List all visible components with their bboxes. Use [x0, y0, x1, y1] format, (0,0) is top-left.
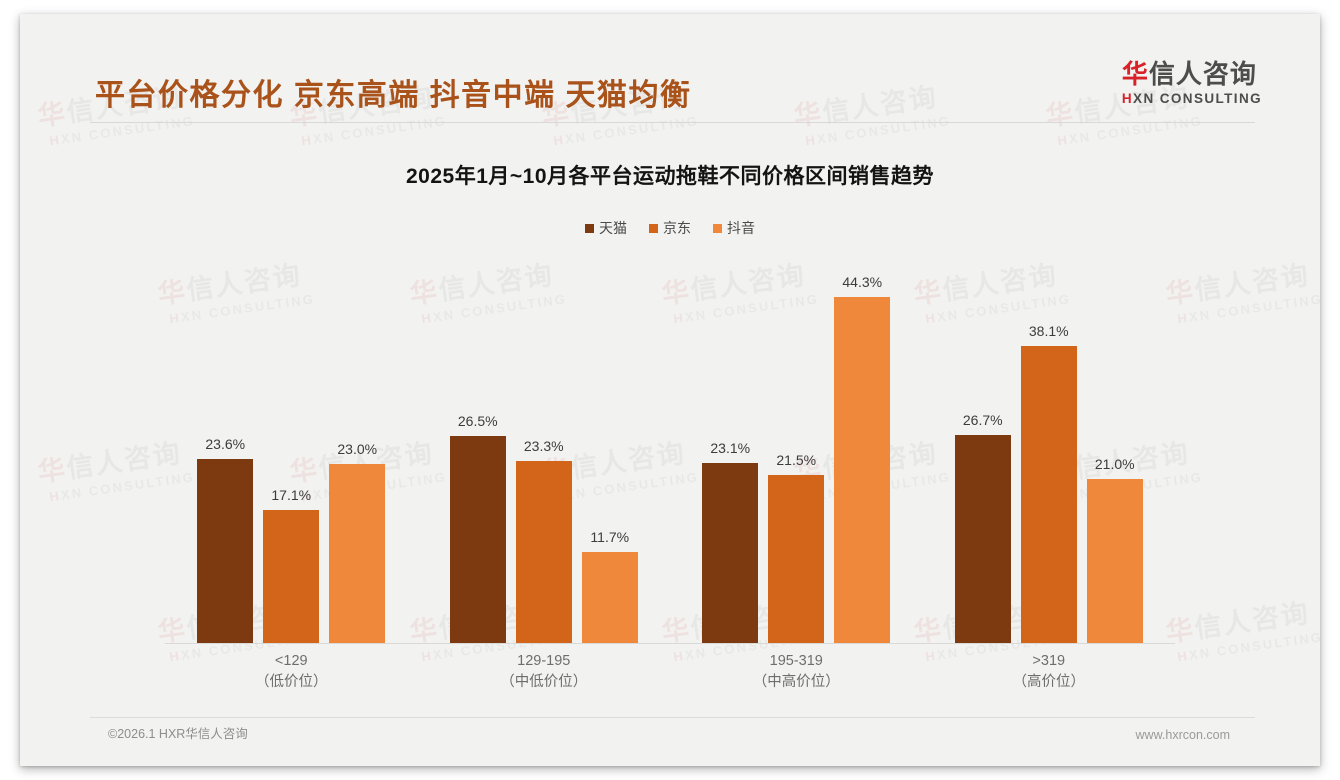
logo-cn-rest: 信人咨询: [1148, 59, 1257, 89]
bar-京东-129-195[interactable]: 23.3%: [515, 438, 572, 643]
bar-京东-<129[interactable]: 17.1%: [263, 487, 320, 643]
legend-label: 抖音: [727, 220, 755, 236]
category-range: 195-319: [769, 653, 823, 669]
x-axis-category-label: >319 （高价位）: [929, 651, 1169, 693]
bar-rect: [768, 475, 825, 643]
chart-container: 2025年1月~10月各平台运动拖鞋不同价格区间销售趋势 天猫 京东 抖音 23.6…: [20, 126, 1320, 704]
chart-plot-area: 23.6% 17.1% 23.0% <129 （低价位） 26.5% 23.3% 11.7% 1…: [165, 253, 1176, 690]
category-tier: （中低价位）: [500, 674, 588, 691]
legend-swatch-icon: [585, 223, 594, 233]
bar-rect: [263, 509, 320, 643]
legend-item-京东[interactable]: 京东: [649, 218, 691, 238]
bar-rect: [1086, 479, 1143, 643]
legend-item-天猫[interactable]: 天猫: [585, 218, 627, 238]
category-tier: （中高价位）: [752, 674, 840, 691]
chart-title: 2025年1月~10月各平台运动拖鞋不同价格区间销售趋势: [405, 165, 935, 188]
bar-天猫-<129[interactable]: 23.6%: [197, 436, 254, 643]
category-range: <129: [274, 653, 308, 669]
slide-header: 平台价格分化 京东高端 抖音中端 天猫均衡 华信人咨询 HXN CONSULTI…: [20, 14, 1320, 118]
legend-swatch-icon: [713, 223, 722, 233]
bar-value-label: 21.0%: [1094, 456, 1135, 473]
bar-value-label: 23.3%: [523, 438, 564, 455]
bar-rect: [954, 434, 1011, 643]
bar-rect: [329, 463, 386, 643]
bar-group: 23.6% 17.1% 23.0% <129 （低价位）: [165, 253, 418, 690]
category-tier: （高价位）: [1012, 674, 1086, 691]
bar-天猫-129-195[interactable]: 26.5%: [449, 413, 506, 643]
bar-rect: [449, 436, 506, 643]
slide-canvas: 华信人咨询 HXN CONSULTING 华信人咨询 HXN CONSULTING 华信…: [20, 14, 1320, 766]
bar-value-label: 26.7%: [962, 411, 1003, 428]
category-range: 129-195: [517, 653, 571, 669]
category-range: >319: [1032, 653, 1066, 669]
bar-rect: [834, 297, 891, 643]
bar-value-label: 11.7%: [590, 528, 630, 545]
logo-chinese-text: 华信人咨询: [1121, 59, 1262, 89]
bar-rect: [1020, 345, 1077, 643]
logo-cn-red: 华: [1121, 59, 1149, 89]
bar-value-label: 23.0%: [337, 440, 378, 457]
bar-抖音-129-195[interactable]: 11.7%: [581, 529, 638, 643]
bar-value-label: 17.1%: [271, 486, 312, 503]
logo-english-text: HXN CONSULTING: [1122, 91, 1262, 106]
bar-value-label: 38.1%: [1028, 322, 1069, 339]
company-logo: 华信人咨询 HXN CONSULTING: [1121, 59, 1262, 106]
x-axis-category-label: <129 （低价位）: [171, 651, 411, 693]
footer-website: www.hxrcon.com: [1135, 728, 1230, 742]
bar-group: 26.5% 23.3% 11.7% 129-195 （中低价位）: [418, 253, 671, 690]
bar-天猫->319[interactable]: 26.7%: [954, 412, 1011, 643]
bar-value-label: 23.1%: [710, 439, 751, 456]
bar-rect: [197, 458, 254, 643]
bar-京东->319[interactable]: 38.1%: [1020, 323, 1077, 643]
logo-en-rest: XN CONSULTING: [1133, 91, 1262, 107]
bar-抖音-195-319[interactable]: 44.3%: [834, 274, 891, 643]
x-axis-line: [165, 643, 1175, 644]
x-axis-category-label: 129-195 （中低价位）: [424, 651, 664, 693]
footer-copyright: ©2026.1 HXR华信人咨询: [108, 727, 248, 741]
header-divider: [90, 122, 1255, 123]
bar-京东-195-319[interactable]: 21.5%: [768, 452, 825, 643]
page-title: 平台价格分化 京东高端 抖音中端 天猫均衡: [95, 79, 692, 112]
bar-抖音->319[interactable]: 21.0%: [1086, 456, 1143, 643]
bar-天猫-195-319[interactable]: 23.1%: [702, 440, 759, 643]
legend-item-抖音[interactable]: 抖音: [713, 218, 755, 238]
chart-legend: 天猫 京东 抖音: [20, 218, 1320, 238]
x-axis-category-label: 195-319 （中高价位）: [676, 651, 916, 693]
bar-rect: [702, 462, 759, 643]
bar-rect: [515, 461, 572, 643]
bar-抖音-<129[interactable]: 23.0%: [329, 441, 386, 643]
bar-group: 26.7% 38.1% 21.0% >319 （高价位）: [923, 253, 1176, 690]
bar-value-label: 26.5%: [457, 413, 498, 430]
bar-value-label: 21.5%: [776, 452, 817, 469]
legend-label: 天猫: [599, 220, 627, 236]
bar-rect: [581, 551, 638, 643]
bar-group: 23.1% 21.5% 44.3% 195-319 （中高价位）: [670, 253, 923, 690]
legend-label: 京东: [663, 220, 691, 236]
logo-en-red: H: [1121, 91, 1134, 107]
category-tier: （低价位）: [255, 674, 328, 691]
legend-swatch-icon: [649, 223, 658, 233]
bar-value-label: 44.3%: [842, 274, 883, 291]
bar-value-label: 23.6%: [205, 435, 246, 452]
footer-divider: [90, 717, 1255, 718]
